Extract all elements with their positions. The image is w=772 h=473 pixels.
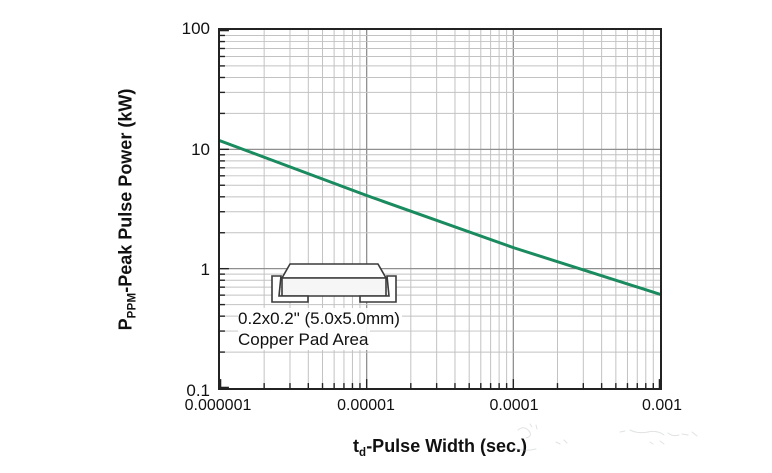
x-axis-tick-labels: 0.000001 0.00001 0.0001 0.001 — [0, 398, 772, 422]
x-axis-title: td-Pulse Width (sec.) — [218, 436, 662, 459]
y-axis-title-subscript: PPM — [126, 292, 139, 318]
y-tick-label-1: 1 — [200, 260, 210, 279]
series-line-0 — [220, 139, 660, 296]
data-series-layer — [220, 139, 660, 296]
package-annotation: 0.2x0.2" (5.0x5.0mm) Copper Pad Area — [238, 258, 453, 350]
x-axis-title-symbol: t — [352, 436, 359, 456]
x-tick-label-1e-6: 0.000001 — [184, 397, 252, 414]
y-axis-tick-labels: 100 10 1 0.1 — [140, 0, 210, 473]
y-tick-label-100: 100 — [181, 19, 210, 38]
y-axis-title-symbol: P — [115, 317, 136, 330]
x-axis-title-subscript: d — [358, 446, 367, 459]
y-tick-label-0.1: 0.1 — [186, 381, 210, 400]
smd-package-icon — [271, 263, 397, 303]
x-tick-label-1e-3: 0.001 — [641, 397, 683, 414]
y-axis-title-text: PPPM-Peak Pulse Power (kW) — [115, 88, 139, 330]
package-size-label: 0.2x0.2" (5.0x5.0mm) — [238, 308, 402, 329]
copper-pad-area-label: Copper Pad Area — [238, 329, 371, 350]
y-axis-title-rest: -Peak Pulse Power (kW) — [115, 88, 136, 293]
x-tick-label-1e-4: 0.0001 — [489, 397, 539, 414]
y-tick-label-10: 10 — [191, 140, 210, 159]
x-axis-title-rest: -Pulse Width (sec.) — [366, 436, 528, 456]
x-tick-label-1e-5: 0.00001 — [337, 397, 395, 414]
